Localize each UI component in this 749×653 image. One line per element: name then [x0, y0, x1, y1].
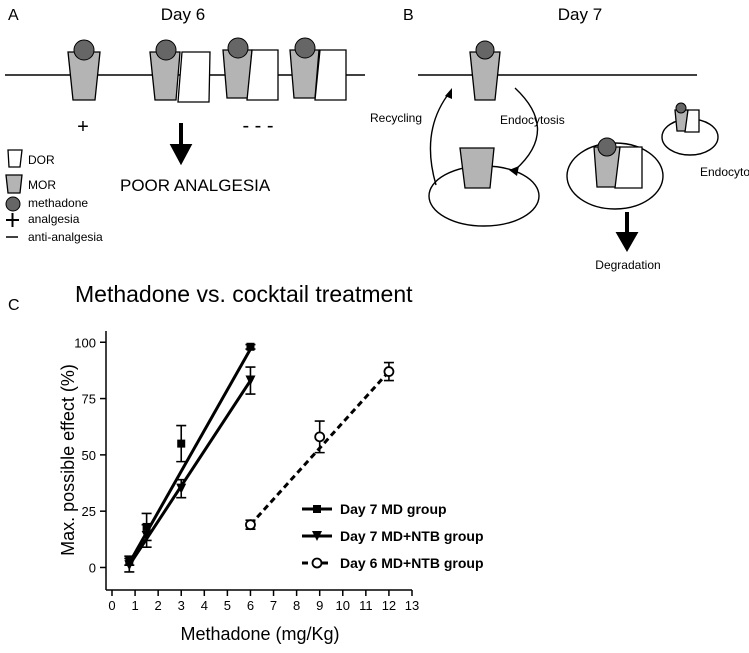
legend-item: Day 7 MD+NTB group	[302, 528, 484, 544]
arrow-head	[445, 88, 452, 99]
legend-icon	[7, 149, 23, 168]
marker	[314, 431, 326, 443]
x-axis-label: Methadone (mg/Kg)	[180, 624, 339, 644]
marker	[141, 530, 152, 541]
x-tick-label: 9	[316, 598, 323, 613]
legend-text: methadone	[28, 196, 88, 210]
y-tick-label: 100	[74, 335, 96, 350]
receptor	[684, 109, 700, 133]
y-tick-label: 25	[82, 504, 96, 519]
x-tick-label: 8	[293, 598, 300, 613]
label: Endocytosis	[500, 113, 565, 127]
receptor-pair	[222, 37, 279, 101]
marker	[177, 439, 186, 448]
receptor	[597, 137, 617, 157]
x-tick-label: 1	[131, 598, 138, 613]
panel-a: A Day 6 + - - - POOR ANALGESIA DOR MOR m…	[5, 5, 365, 244]
x-tick-label: 12	[382, 598, 396, 613]
receptor-pair	[289, 37, 347, 101]
arrow	[615, 212, 639, 253]
receptor	[459, 147, 495, 189]
legend-icon	[5, 196, 21, 212]
marker	[311, 557, 323, 569]
arrow	[169, 123, 193, 166]
y-tick-label: 0	[89, 560, 96, 575]
outcome: POOR ANALGESIA	[120, 176, 271, 195]
y-tick-label: 50	[82, 448, 96, 463]
x-tick-label: 2	[155, 598, 162, 613]
receptor	[475, 40, 495, 60]
panel-title: Day 6	[161, 5, 205, 24]
label: Endocytosis	[700, 165, 749, 179]
legend-item: Day 7 MD group	[302, 501, 447, 517]
marker	[383, 366, 395, 377]
x-tick-label: 10	[336, 598, 350, 613]
x-tick-label: 13	[405, 598, 419, 613]
x-tick-label: 11	[359, 598, 373, 613]
legend-icon	[6, 213, 19, 227]
legend-icon	[5, 174, 23, 194]
anti-analgesia-mark: - - -	[242, 115, 273, 137]
panel-label: A	[8, 7, 19, 24]
panel-b: B Day 7 Recycling Endocytosis Endocytosi…	[370, 5, 749, 272]
y-axis-label: Max. possible effect (%)	[58, 364, 78, 556]
marker	[246, 342, 255, 351]
receptor	[614, 146, 643, 189]
x-tick-label: 0	[108, 598, 115, 613]
arrow	[429, 91, 451, 186]
legend-item: Day 6 MD+NTB group	[302, 555, 484, 571]
marker	[124, 560, 135, 571]
label: Recycling	[370, 111, 422, 125]
legend-text: analgesia	[28, 212, 80, 226]
panel-label: C	[8, 297, 20, 314]
legend-text: MOR	[28, 178, 56, 192]
receptor	[67, 39, 101, 101]
y-tick-label: 75	[82, 392, 96, 407]
marker	[312, 531, 322, 541]
label: Degradation	[595, 258, 660, 272]
receptor	[675, 102, 687, 114]
x-tick-label: 3	[178, 598, 185, 613]
legend-text: anti-analgesia	[28, 230, 103, 244]
marker	[245, 519, 256, 531]
x-tick-label: 4	[201, 598, 208, 613]
receptor-pair	[149, 39, 211, 103]
legend-text: Day 6 MD+NTB group	[340, 555, 484, 571]
marker	[176, 483, 187, 494]
x-tick-label: 6	[247, 598, 254, 613]
analgesia-mark: +	[77, 116, 89, 138]
chart-title: Methadone vs. cocktail treatment	[75, 281, 413, 307]
x-tick-label: 5	[224, 598, 231, 613]
panel-label: B	[403, 7, 414, 24]
panel-title: Day 7	[558, 5, 602, 24]
legend-text: Day 7 MD group	[340, 501, 447, 517]
x-tick-label: 7	[270, 598, 277, 613]
arrow	[514, 87, 539, 171]
legend-text: DOR	[28, 153, 55, 167]
legend-text: Day 7 MD+NTB group	[340, 528, 484, 544]
marker	[313, 505, 321, 513]
marker	[245, 375, 256, 386]
